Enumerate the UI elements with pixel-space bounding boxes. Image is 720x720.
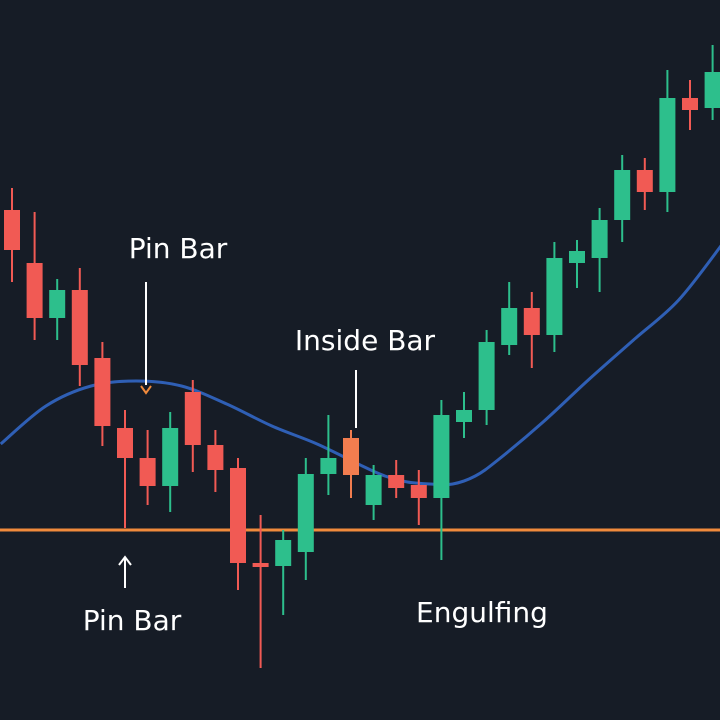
candle-body (614, 170, 631, 220)
candle (207, 430, 224, 492)
candle (94, 342, 111, 446)
annotation-arrowhead-pin-bar-top (140, 385, 152, 395)
candle (456, 392, 472, 438)
candle (320, 415, 337, 495)
candle-body (636, 170, 653, 192)
candle-body (275, 540, 292, 566)
candle (433, 400, 450, 560)
candle (4, 188, 20, 282)
candle-body (343, 438, 359, 475)
annotation-label-inside-bar: Inside Bar (295, 324, 436, 357)
candle (162, 412, 179, 512)
candle-body (320, 458, 337, 474)
candle-body (139, 458, 156, 486)
candle (682, 80, 698, 130)
candle-body (569, 251, 585, 263)
annotation-pin-bar-top: Pin Bar (129, 232, 228, 395)
candle (591, 208, 608, 292)
annotation-label-pin-bar-top: Pin Bar (129, 232, 228, 265)
candle (26, 212, 43, 340)
candle-body (591, 220, 608, 258)
annotation-label-engulfing: Engulfing (416, 596, 548, 629)
annotation-label-pin-bar-bottom: Pin Bar (83, 604, 182, 637)
candle-body (365, 475, 382, 505)
candle (659, 70, 676, 212)
candle-body (523, 308, 540, 335)
candle (523, 292, 540, 368)
candle-body (162, 428, 179, 486)
annotation-inside-bar: Inside Bar (295, 324, 436, 428)
candle-body (388, 475, 405, 488)
annotation-pin-bar-bottom: Pin Bar (83, 555, 182, 637)
candle-body (704, 72, 720, 108)
candle (614, 155, 631, 242)
candle-body (49, 290, 66, 318)
candle-body (478, 342, 495, 410)
annotation-arrowhead-pin-bar-bottom (118, 555, 132, 566)
candle (343, 430, 359, 498)
candle (569, 240, 585, 288)
candles-group (4, 45, 720, 668)
candle (117, 410, 133, 528)
candle (275, 530, 292, 615)
candle (252, 515, 269, 668)
candle-body (26, 263, 43, 318)
candle-body (94, 358, 111, 426)
candle (546, 242, 563, 352)
candle (410, 470, 427, 525)
candle-body (682, 98, 698, 110)
candle-body (4, 210, 20, 250)
candle-body (546, 258, 563, 335)
candle-body (410, 485, 427, 498)
candle (297, 458, 314, 580)
candle (478, 330, 495, 425)
candle-body (501, 308, 518, 345)
candle-body (184, 392, 201, 445)
candle-body (659, 98, 676, 192)
candle-body (433, 415, 450, 498)
candle (71, 268, 88, 386)
candle (184, 380, 201, 472)
candle (704, 45, 720, 120)
candle (636, 158, 653, 210)
candle (501, 282, 518, 355)
candle-body (297, 474, 314, 552)
candle-body (252, 563, 269, 567)
candle-body (207, 445, 224, 470)
candle-body (117, 428, 133, 458)
candle (365, 465, 382, 520)
candle (230, 458, 246, 590)
candle (388, 460, 405, 498)
candle-body (456, 410, 472, 422)
candle-body (230, 468, 246, 563)
candle-body (71, 290, 88, 365)
candle (139, 430, 156, 505)
candle (49, 279, 66, 340)
